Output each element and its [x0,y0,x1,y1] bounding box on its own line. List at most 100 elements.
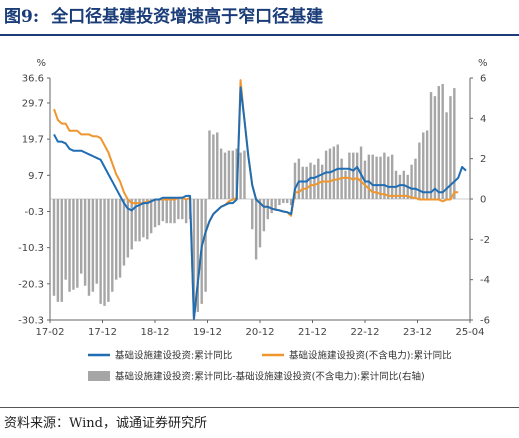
x-tick-label: 22-12 [350,327,379,338]
dual-axis-chart: %36.629.719.79.7-0.3-10.3-20.3-30.3%6420… [18,58,490,383]
legend-label-infrastructure: 基础设施建设投资:累计同比 [115,350,232,362]
bar [394,170,398,199]
bar [239,152,242,199]
x-tick-label: 21-12 [298,327,327,338]
left-axis-unit: % [36,58,46,69]
right-tick-label: 6 [480,74,486,85]
bar [122,199,126,266]
left-tick-label: 36.6 [22,74,44,85]
bar [282,199,285,204]
left-tick-label: -0.3 [24,207,44,218]
bar [161,199,165,222]
right-tick-label: -6 [480,316,490,327]
bar [433,96,437,199]
bar [80,199,83,274]
bar [453,88,456,199]
bar [52,199,56,296]
bar [165,199,168,224]
bar [208,130,211,199]
figure-title: 图9: 全口径基建投资增速高于窄口径基建 [4,4,515,30]
series-line-infrastructure [53,86,467,320]
bar [130,199,133,250]
bar [344,170,347,199]
bar [258,199,262,248]
bar [387,156,390,199]
bar [375,156,378,199]
bar [293,162,297,199]
x-tick-label: 23-12 [403,327,432,338]
bar [223,152,227,199]
bar [111,199,114,292]
bar [278,199,281,206]
bar [367,154,371,199]
title-rule [0,34,519,36]
bar [95,199,98,284]
bar [422,132,425,199]
bar [301,166,304,199]
right-tick-label: 4 [480,114,486,125]
figure-title-text: 全口径基建投资增速高于窄口径基建 [51,7,324,27]
right-tick-label: 0 [480,195,486,206]
figure-number: 图9: [4,7,40,27]
bar [243,150,246,199]
x-tick-label: 19-12 [193,327,222,338]
x-tick-label: 17-02 [35,327,64,338]
left-tick-label: -10.3 [18,243,44,254]
bar [379,156,382,199]
left-tick-label: 9.7 [28,171,44,182]
bar [355,152,359,199]
bar [336,144,339,199]
bar [317,158,320,199]
bar [173,199,176,224]
left-tick-label: 29.7 [22,98,44,109]
bar [126,199,130,258]
bar [437,86,440,199]
bar [196,199,200,312]
bar [107,199,110,302]
bar [91,199,95,292]
x-tick-label: 18-12 [140,327,169,338]
bar [324,150,328,199]
bar [118,199,122,278]
bar [348,152,351,199]
bar [153,199,157,228]
bar [169,199,172,224]
bar [192,199,196,316]
bar [87,199,91,296]
bar [60,199,63,302]
bar [270,199,273,214]
bar [142,199,145,238]
bar [68,199,71,292]
bar [181,199,184,220]
bar [219,148,223,199]
bar [414,158,417,199]
left-tick-label: -30.3 [18,316,44,327]
legend-swatch-difference [88,371,110,381]
bar [184,199,188,224]
bar [138,199,141,242]
bar [390,154,394,199]
x-tick-label: 17-12 [88,327,117,338]
bar [309,162,312,199]
bar [114,199,118,280]
bar [103,199,106,306]
right-axis-unit: % [478,58,488,69]
right-tick-label: 2 [480,154,486,165]
bar [157,199,161,226]
source-rule [0,407,519,408]
legend-label-ex-power: 基础设施建设投资(不含电力):累计同比 [289,350,452,362]
bar [371,154,374,199]
bar [289,199,293,206]
bar [429,92,433,199]
bar [445,112,448,199]
bar [99,199,102,304]
bar [297,158,301,199]
bar [146,199,149,240]
bar [76,199,79,288]
bar [410,164,413,199]
bar [286,199,289,204]
bar [418,142,421,199]
bar [328,148,332,199]
x-tick-label: 25-04 [455,327,484,338]
left-tick-label: 19.7 [22,135,44,146]
